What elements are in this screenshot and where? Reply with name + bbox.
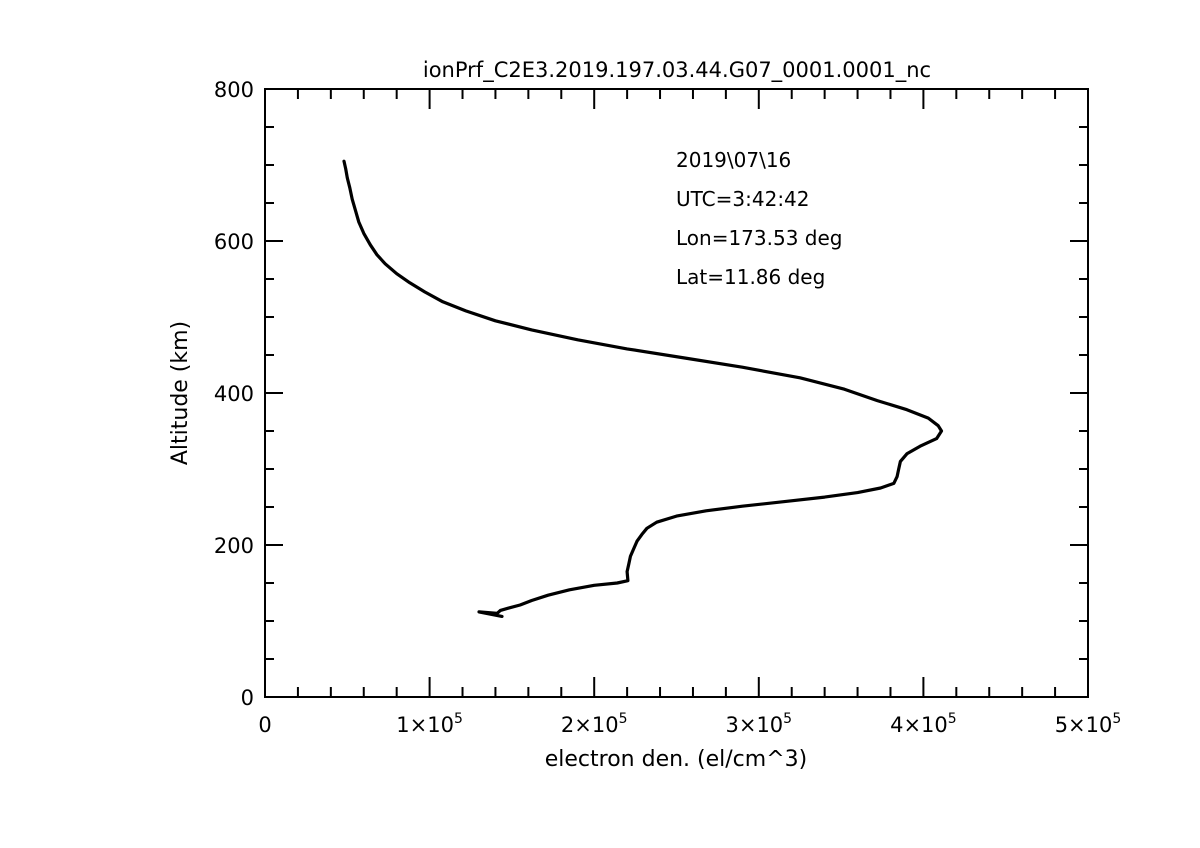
annotation-line: UTC=3:42:42 (676, 187, 810, 211)
annotation-line: Lon=173.53 deg (676, 226, 843, 250)
y-tick-label: 0 (241, 686, 254, 710)
chart-title: ionPrf_C2E3.2019.197.03.44.G07_0001.0001… (423, 58, 931, 83)
annotation-line: Lat=11.86 deg (676, 265, 825, 289)
x-axis-label: electron den. (el/cm^3) (545, 747, 807, 772)
y-tick-label: 400 (214, 382, 254, 406)
series-group (342, 159, 944, 618)
series-line (342, 159, 944, 618)
axis-ticks (264, 88, 1089, 698)
y-axis-label: Altitude (km) (168, 321, 193, 465)
y-tick-label: 200 (214, 534, 254, 558)
y-tick-label: 800 (214, 78, 254, 102)
x-tick-label: 4×105 (890, 711, 957, 737)
y-tick-labels: 0 200 400 600 800 (214, 78, 254, 710)
annotation-line: 2019\07\16 (676, 148, 791, 172)
x-tick-label: 5×105 (1055, 711, 1122, 737)
plot-frame (264, 88, 1089, 698)
y-tick-label: 600 (214, 230, 254, 254)
x-tick-label: 1×105 (396, 711, 463, 737)
x-tick-label: 0 (258, 713, 271, 737)
x-tick-labels: 0 1×105 2×105 3×105 4×105 5×105 (258, 711, 1121, 737)
x-tick-label: 2×105 (561, 711, 628, 737)
x-tick-label: 3×105 (725, 711, 792, 737)
annotation-block: 2019\07\16 UTC=3:42:42 Lon=173.53 deg Lat=1… (676, 148, 843, 289)
